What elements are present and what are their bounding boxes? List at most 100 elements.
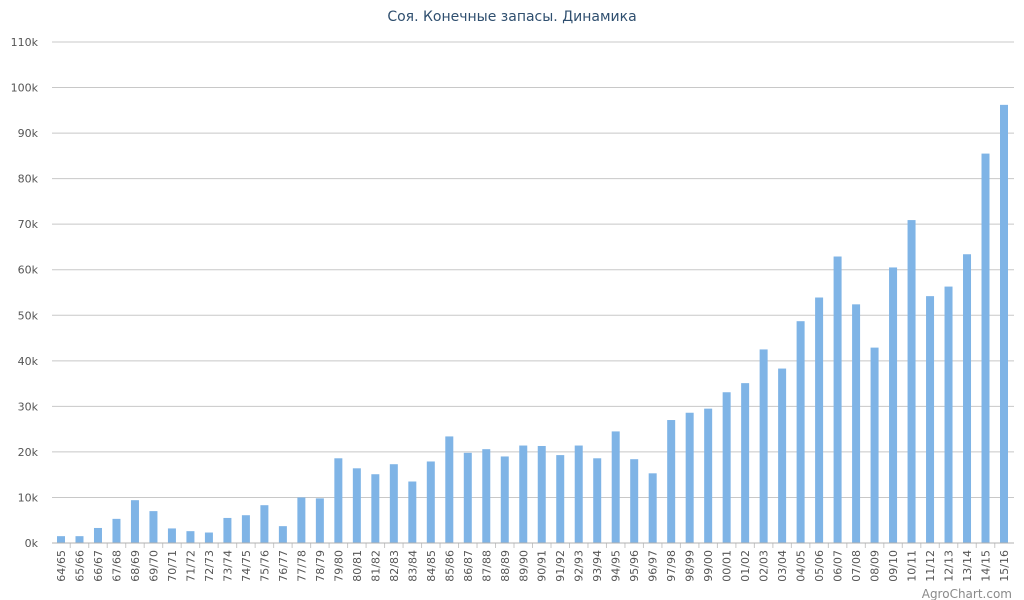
- bar-05-06[interactable]: [815, 297, 824, 543]
- x-tick-label: 82/83: [388, 550, 401, 582]
- x-tick-label: 71/72: [184, 550, 197, 582]
- bar-02-03[interactable]: [759, 349, 768, 543]
- x-tick-label: 66/67: [92, 550, 105, 582]
- x-tick-label: 13/14: [961, 550, 974, 582]
- bar-85-86[interactable]: [445, 436, 454, 543]
- x-tick-label: 85/86: [443, 550, 456, 582]
- y-tick-label: 60k: [18, 264, 39, 277]
- x-tick-label: 04/05: [795, 550, 808, 582]
- y-tick-label: 30k: [18, 400, 39, 413]
- x-tick-label: 89/90: [517, 550, 530, 582]
- x-tick-label: 75/76: [258, 550, 271, 582]
- x-tick-label: 64/65: [55, 550, 68, 582]
- x-axis-ticks: 64/65 65/66 66/67 67/68 68/69 69/70 70/71 71/72…: [52, 542, 1014, 582]
- bar-00-01[interactable]: [722, 392, 731, 543]
- y-tick-label: 0k: [25, 537, 39, 550]
- x-tick-label: 84/85: [425, 550, 438, 582]
- x-tick-label: 91/92: [554, 550, 567, 582]
- bar-03-04[interactable]: [778, 368, 787, 543]
- bar-78-79[interactable]: [315, 498, 324, 543]
- bar-09-10[interactable]: [889, 267, 898, 543]
- bar-73-74[interactable]: [223, 517, 232, 543]
- x-tick-label: 97/98: [665, 550, 678, 582]
- bar-77-78[interactable]: [297, 497, 306, 543]
- y-tick-label: 110k: [11, 36, 39, 49]
- bar-07-08[interactable]: [852, 304, 861, 543]
- x-tick-label: 12/13: [943, 550, 956, 582]
- x-tick-label: 67/68: [110, 550, 123, 582]
- bar-95-96[interactable]: [630, 459, 639, 543]
- bar-14-15[interactable]: [981, 153, 990, 543]
- bar-11-12[interactable]: [926, 296, 935, 543]
- bar-86-87[interactable]: [463, 452, 472, 543]
- bar-13-14[interactable]: [963, 254, 972, 543]
- bar-99-00[interactable]: [704, 408, 713, 543]
- bar-12-13[interactable]: [944, 286, 953, 543]
- bar-98-99[interactable]: [685, 412, 694, 543]
- y-tick-label: 40k: [18, 355, 39, 368]
- bar-66-67[interactable]: [93, 527, 102, 543]
- y-tick-label: 10k: [18, 491, 39, 504]
- x-tick-label: 86/87: [462, 550, 475, 582]
- x-tick-label: 92/93: [573, 550, 586, 582]
- x-tick-label: 80/81: [351, 550, 364, 582]
- bar-96-97[interactable]: [648, 473, 657, 543]
- y-tick-label: 50k: [18, 309, 39, 322]
- bar-76-77[interactable]: [278, 526, 287, 543]
- x-tick-label: 72/73: [203, 550, 216, 582]
- x-tick-label: 94/95: [610, 550, 623, 582]
- x-tick-label: 78/79: [314, 550, 327, 582]
- bar-84-85[interactable]: [426, 461, 435, 543]
- bar-80-81[interactable]: [352, 468, 361, 543]
- y-tick-label: 90k: [18, 127, 39, 140]
- bar-92-93[interactable]: [574, 445, 583, 543]
- bar-79-80[interactable]: [334, 458, 343, 543]
- x-tick-label: 76/77: [277, 550, 290, 582]
- x-tick-label: 93/94: [591, 550, 604, 582]
- x-tick-label: 15/16: [998, 550, 1011, 582]
- bar-01-02[interactable]: [741, 383, 750, 543]
- bar-97-98[interactable]: [667, 420, 676, 543]
- bar-83-84[interactable]: [408, 481, 417, 543]
- x-tick-label: 02/03: [758, 550, 771, 582]
- bar-68-69[interactable]: [130, 500, 139, 543]
- y-axis-ticks: 0k 10k 20k 30k 40k 50k 60k 70k 80k 90k 100k 110k: [11, 36, 39, 550]
- grid: [52, 41, 1014, 544]
- bar-08-09[interactable]: [870, 347, 879, 543]
- bar-82-83[interactable]: [389, 464, 398, 543]
- x-tick-label: 83/84: [406, 550, 419, 582]
- x-tick-label: 99/00: [702, 550, 715, 582]
- bar-72-73[interactable]: [204, 532, 213, 543]
- bar-06-07[interactable]: [833, 256, 842, 543]
- credit-label[interactable]: AgroChart.com: [922, 587, 1012, 600]
- x-tick-label: 08/09: [869, 550, 882, 582]
- x-tick-label: 07/08: [850, 550, 863, 582]
- bar-75-76[interactable]: [260, 505, 269, 543]
- bar-65-66[interactable]: [75, 536, 84, 543]
- bar-81-82[interactable]: [371, 474, 380, 543]
- bar-70-71[interactable]: [167, 528, 176, 543]
- bar-87-88[interactable]: [482, 449, 491, 543]
- bar-90-91[interactable]: [537, 445, 546, 543]
- bar-91-92[interactable]: [556, 455, 565, 543]
- x-tick-label: 74/75: [240, 550, 253, 582]
- bar-10-11[interactable]: [907, 220, 916, 543]
- bar-71-72[interactable]: [186, 531, 195, 543]
- bar-15-16[interactable]: [1000, 104, 1008, 544]
- bar-93-94[interactable]: [593, 458, 602, 543]
- bar-64-65[interactable]: [57, 536, 65, 543]
- bar-74-75[interactable]: [241, 515, 250, 543]
- x-tick-label: 98/99: [684, 550, 697, 582]
- bar-67-68[interactable]: [112, 518, 121, 543]
- bar-04-05[interactable]: [796, 321, 805, 543]
- x-tick-label: 11/12: [924, 550, 937, 582]
- x-tick-label: 14/15: [980, 550, 993, 582]
- y-tick-label: 80k: [18, 173, 39, 186]
- bar-88-89[interactable]: [500, 456, 509, 543]
- bar-94-95[interactable]: [611, 431, 620, 543]
- bar-69-70[interactable]: [149, 511, 158, 543]
- x-tick-label: 70/71: [166, 550, 179, 582]
- bar-89-90[interactable]: [519, 445, 528, 543]
- x-tick-label: 69/70: [147, 550, 160, 582]
